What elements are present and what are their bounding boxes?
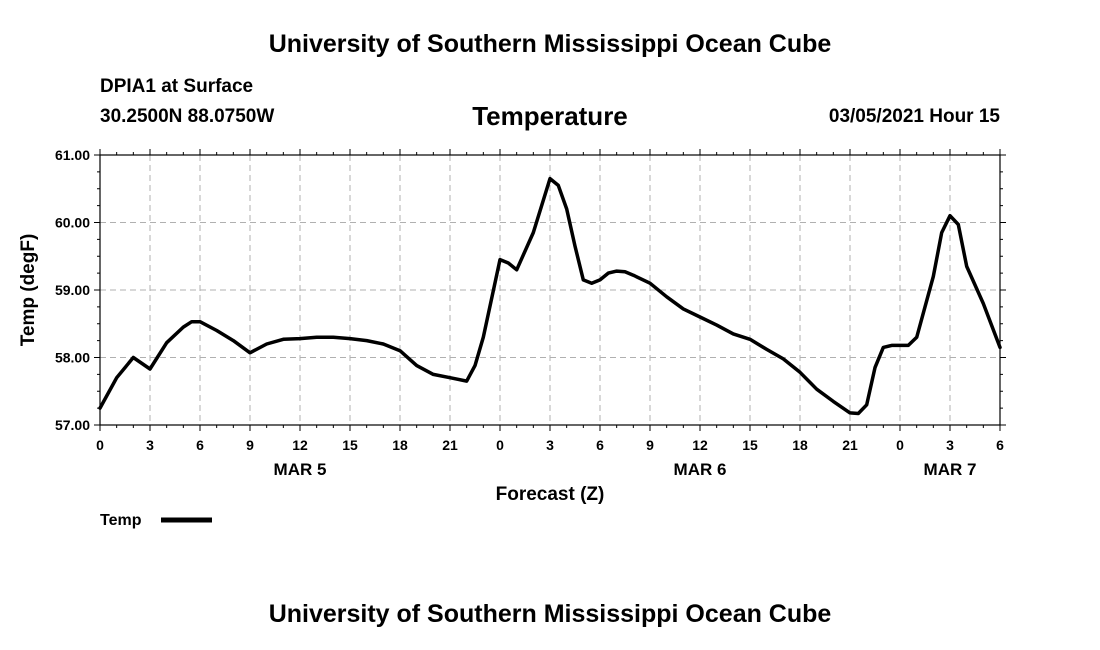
chart-axes (94, 149, 1006, 431)
chart-title: Temperature (472, 101, 628, 131)
forecast-datetime: 03/05/2021 Hour 15 (828, 106, 1000, 127)
legend-label-temp: Temp (100, 512, 142, 529)
x-tick-label: 3 (546, 437, 554, 453)
x-tick-label: 3 (946, 437, 954, 453)
station-name: DPIA1 at Surface (100, 76, 254, 97)
x-tick-label: 15 (742, 437, 758, 453)
series-layer (98, 176, 1002, 416)
x-tick-label: 0 (896, 437, 904, 453)
x-tick-label: 12 (292, 437, 308, 453)
x-tick-label: 6 (596, 437, 604, 453)
x-tick-label: 15 (342, 437, 358, 453)
legend: Temp (100, 512, 212, 529)
x-tick-label: 3 (146, 437, 154, 453)
x-tick-label: 6 (196, 437, 204, 453)
y-tick-label: 61.00 (55, 147, 90, 163)
x-tick-label: 21 (442, 437, 458, 453)
y-tick-label: 60.00 (55, 215, 90, 231)
x-axis-label: Forecast (Z) (496, 484, 605, 505)
plot-frame (99, 154, 1001, 426)
y-tick-label: 58.00 (55, 350, 90, 366)
station-coordinates: 30.2500N 88.0750W (100, 106, 275, 127)
x-tick-labels: 0 3 6 9 12 15 18 21 0 3 6 9 12 15 18 21 0 3 6 (96, 437, 1004, 453)
day-label: MAR 6 (674, 460, 727, 479)
day-labels: MAR 5 MAR 6 MAR 7 (274, 460, 977, 479)
x-tick-label: 9 (246, 437, 254, 453)
org-title-top: University of Southern Mississippi Ocean… (268, 30, 832, 58)
x-tick-label: 9 (646, 437, 654, 453)
series-line-temp (98, 176, 1002, 416)
x-tick-label: 18 (792, 437, 808, 453)
x-tick-label: 0 (96, 437, 104, 453)
y-tick-label: 57.00 (55, 417, 90, 433)
y-tick-label: 59.00 (55, 282, 90, 298)
x-tick-label: 6 (996, 437, 1004, 453)
x-tick-label: 0 (496, 437, 504, 453)
x-tick-label: 18 (392, 437, 408, 453)
y-tick-labels: 57.00 58.00 59.00 60.00 61.00 (55, 147, 90, 433)
day-label: MAR 7 (924, 460, 977, 479)
day-label: MAR 5 (274, 460, 327, 479)
y-axis-label: Temp (degF) (18, 234, 39, 347)
org-title-bottom: University of Southern Mississippi Ocean… (268, 600, 832, 628)
grid-lines (100, 155, 1000, 425)
x-tick-label: 21 (842, 437, 858, 453)
x-tick-label: 12 (692, 437, 708, 453)
